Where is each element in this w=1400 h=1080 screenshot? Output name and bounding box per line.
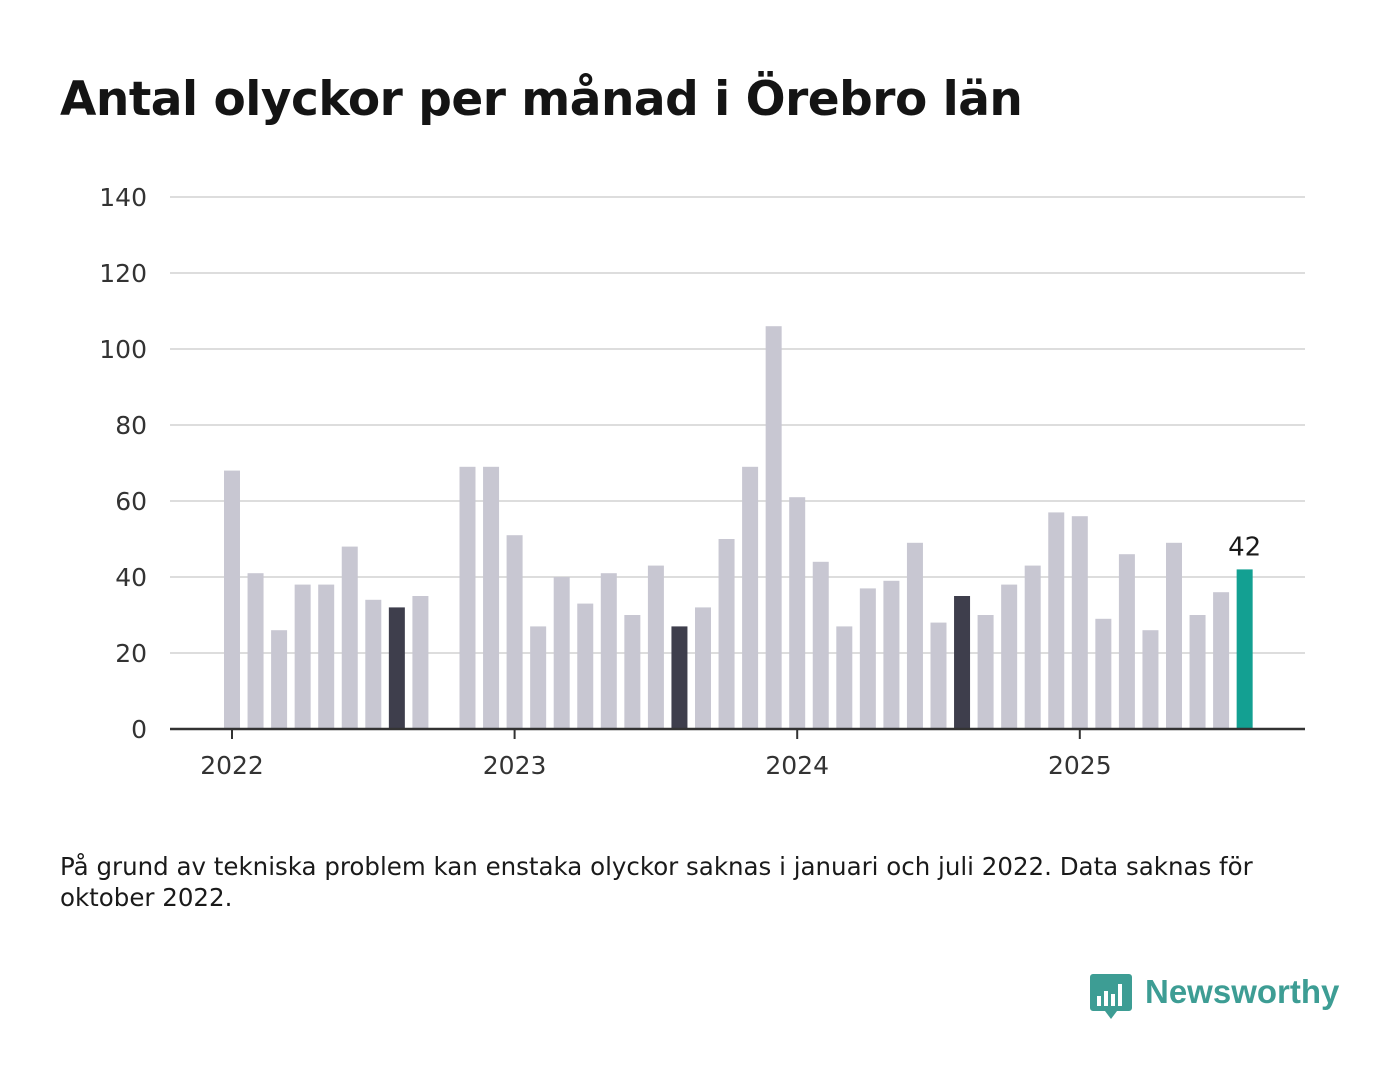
bar <box>318 584 335 729</box>
bar <box>483 466 500 729</box>
x-tick-label: 2022 <box>200 751 264 780</box>
bar <box>506 535 523 729</box>
bar <box>271 630 288 729</box>
bar <box>859 588 876 729</box>
y-tick-label: 140 <box>99 183 147 212</box>
y-tick-label: 80 <box>115 411 147 440</box>
bar <box>718 539 735 729</box>
bar <box>412 596 429 729</box>
bar <box>1189 615 1206 729</box>
bar <box>883 580 900 729</box>
bar <box>530 626 547 729</box>
brand-name: Newsworthy <box>1145 973 1340 1010</box>
y-tick-label: 60 <box>115 487 147 516</box>
bar <box>647 565 664 729</box>
data-label: 42 <box>1228 532 1261 562</box>
bar <box>1048 512 1065 729</box>
bar <box>341 546 358 729</box>
bar <box>294 584 311 729</box>
bar <box>789 497 806 729</box>
brand-logo[interactable]: Newsworthy <box>1090 970 1350 1024</box>
bar <box>1095 618 1112 729</box>
x-tick-label: 2024 <box>765 751 829 780</box>
bar <box>906 542 923 729</box>
y-tick-label: 100 <box>99 335 147 364</box>
bar <box>553 577 570 729</box>
bar-chart: 0 20 40 60 80 100 120 140 2022 2023 2024 2025 42 <box>99 183 1305 780</box>
bar <box>1001 584 1018 729</box>
bar <box>1071 516 1088 729</box>
bar <box>365 599 382 729</box>
bar <box>671 626 688 729</box>
bar <box>695 607 711 729</box>
bar <box>577 603 594 729</box>
y-tick-label: 20 <box>115 639 147 668</box>
y-tick-label: 40 <box>115 563 147 592</box>
bar <box>954 596 971 729</box>
bar <box>765 326 782 729</box>
bar <box>1236 569 1253 729</box>
chart-title: Antal olyckor per månad i Örebro län <box>60 72 1023 127</box>
bar <box>812 561 829 729</box>
x-tick-label: 2025 <box>1048 751 1112 780</box>
bar-chart-speech-bubble-icon <box>1090 974 1132 1019</box>
bar <box>624 615 641 729</box>
bar <box>600 573 617 729</box>
bar <box>459 466 476 729</box>
bar <box>247 573 264 729</box>
bar <box>1118 554 1135 729</box>
bar <box>742 466 759 729</box>
bar <box>388 607 405 729</box>
bar <box>1142 630 1159 729</box>
bar <box>1024 565 1041 729</box>
x-tick-label: 2023 <box>483 751 547 780</box>
bar <box>836 626 853 729</box>
bar <box>977 615 994 729</box>
bar <box>1213 592 1230 729</box>
footnote: På grund av tekniska problem kan enstaka… <box>60 852 1253 912</box>
bar <box>930 622 947 729</box>
y-tick-label: 0 <box>131 715 147 744</box>
y-tick-label: 120 <box>99 259 147 288</box>
bar <box>224 470 240 729</box>
bar <box>1166 542 1182 729</box>
